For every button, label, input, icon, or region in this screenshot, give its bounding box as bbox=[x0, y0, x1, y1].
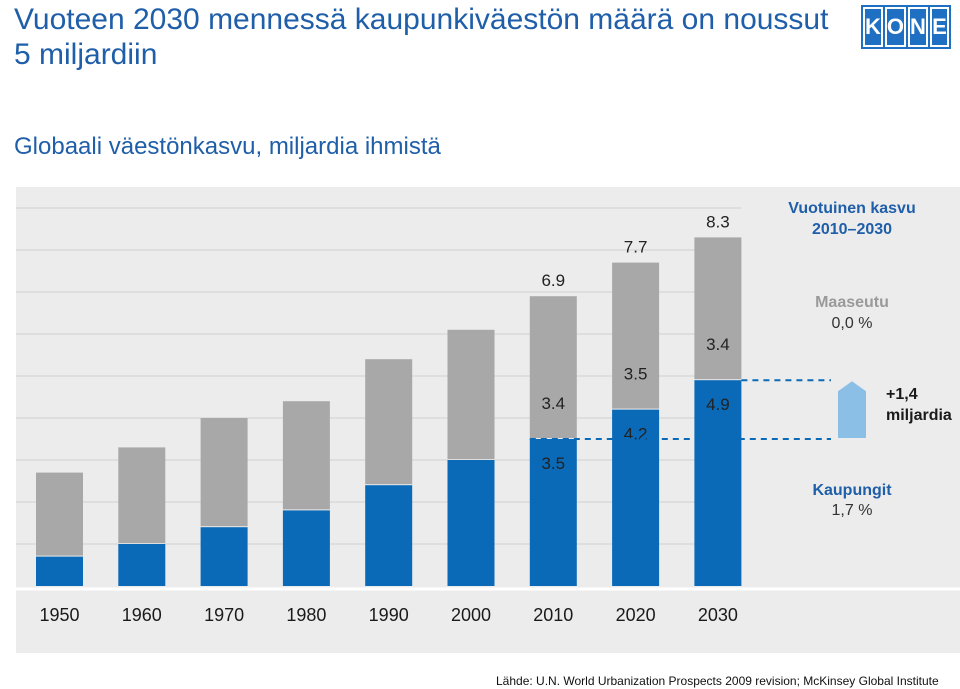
growth-arrow bbox=[838, 381, 866, 438]
bar-urban-2000 bbox=[447, 460, 495, 586]
annotation-urban-label: Kaupungit bbox=[812, 482, 892, 499]
bar-rural-1980 bbox=[282, 401, 330, 510]
annotation-urban-value: 1,7 % bbox=[832, 502, 873, 519]
logo-letter-o: O bbox=[884, 7, 907, 47]
bar-rural-2030 bbox=[694, 237, 742, 380]
bar-rural-1950 bbox=[36, 472, 83, 556]
data-label-total-2030: 8.3 bbox=[706, 212, 730, 231]
chart-subtitle: Globaali väestönkasvu, miljardia ihmistä bbox=[14, 133, 441, 160]
annotation-growth-line2: miljardia bbox=[886, 407, 952, 424]
data-label-rural-2030: 3.4 bbox=[706, 335, 730, 354]
bar-rural-2020 bbox=[612, 262, 660, 409]
x-tick-label-2000: 2000 bbox=[451, 605, 491, 625]
data-label-total-2010: 6.9 bbox=[541, 271, 565, 290]
x-tick-label-1990: 1990 bbox=[369, 605, 409, 625]
bar-rural-2010 bbox=[529, 296, 577, 438]
bar-rural-1990 bbox=[365, 359, 413, 485]
bar-urban-1990 bbox=[365, 485, 413, 586]
x-tick-label-1960: 1960 bbox=[122, 605, 162, 625]
source-note: Lähde: U.N. World Urbanization Prospects… bbox=[496, 674, 939, 688]
bar-urban-1970 bbox=[200, 527, 248, 586]
bar-urban-1960 bbox=[118, 544, 166, 586]
logo-letter-n: N bbox=[908, 7, 928, 47]
logo-letter-e: E bbox=[929, 7, 949, 47]
bar-urban-2030 bbox=[694, 380, 742, 586]
bar-urban-1950 bbox=[36, 556, 83, 586]
x-tick-label-1950: 1950 bbox=[39, 605, 79, 625]
population-chart: 1950 1960 1970 1980 1990 2000 2010 2020 2030 6.9 3… bbox=[16, 200, 960, 625]
annotation-header-line2: 2010–2030 bbox=[812, 221, 892, 238]
bar-urban-1980 bbox=[282, 510, 330, 586]
data-label-urban-2030: 4.9 bbox=[706, 395, 730, 414]
data-label-total-2020: 7.7 bbox=[624, 238, 648, 257]
bar-rural-1970 bbox=[200, 418, 248, 527]
kone-logo: K O N E bbox=[861, 5, 951, 49]
data-label-urban-2010: 3.5 bbox=[541, 454, 565, 473]
bar-urban-2010 bbox=[529, 439, 577, 586]
data-label-urban-2020: 4.2 bbox=[624, 425, 648, 444]
x-tick-label-2030: 2030 bbox=[698, 605, 738, 625]
bar-rural-1960 bbox=[118, 447, 166, 543]
x-tick-label-2010: 2010 bbox=[533, 605, 573, 625]
bar-rural-2000 bbox=[447, 329, 495, 459]
annotation-rural-value: 0,0 % bbox=[832, 315, 873, 332]
x-tick-label-1970: 1970 bbox=[204, 605, 244, 625]
annotation-header-line1: Vuotuinen kasvu bbox=[788, 200, 915, 217]
x-tick-label-2020: 2020 bbox=[616, 605, 656, 625]
annotation-growth-line1: +1,4 bbox=[886, 386, 918, 403]
logo-letter-k: K bbox=[863, 7, 883, 47]
data-label-rural-2010: 3.4 bbox=[541, 394, 565, 413]
x-tick-label-1980: 1980 bbox=[286, 605, 326, 625]
chart-panel: 1950 1960 1970 1980 1990 2000 2010 2020 2030 6.9 3… bbox=[16, 187, 960, 653]
page-title: Vuoteen 2030 mennessä kaupunkiväestön mä… bbox=[14, 3, 829, 71]
data-label-rural-2020: 3.5 bbox=[624, 365, 648, 384]
annotation-rural-label: Maaseutu bbox=[815, 294, 889, 311]
